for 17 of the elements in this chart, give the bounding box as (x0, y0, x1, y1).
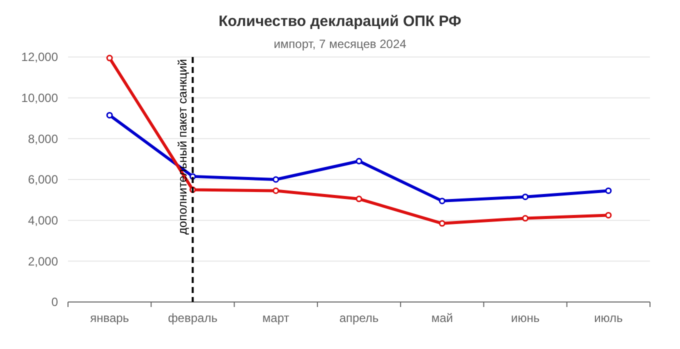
x-tick-label: март (262, 311, 290, 325)
chart-subtitle: импорт, 7 месяцев 2024 (274, 37, 407, 51)
ref-line-label: дополнительный пакет санкций (176, 59, 190, 235)
y-tick-label: 8,000 (28, 132, 58, 146)
y-tick-label: 10,000 (21, 91, 58, 106)
x-tick-label: апрель (339, 311, 379, 325)
x-tick-label: февраль (168, 311, 218, 325)
y-tick-label: 12,000 (21, 50, 58, 64)
y-tick-label: 6,000 (28, 172, 58, 187)
y-tick-label: 0 (51, 295, 58, 310)
x-tick-label: июнь (510, 311, 540, 325)
y-tick-label: 4,000 (28, 214, 58, 228)
x-tick-label: январь (90, 311, 130, 325)
x-tick-label: май (431, 311, 453, 325)
y-tick-label: 2,000 (28, 254, 58, 268)
chart-title: Количество деклараций ОПК РФ (218, 13, 462, 30)
x-tick-label: июль (594, 311, 623, 325)
